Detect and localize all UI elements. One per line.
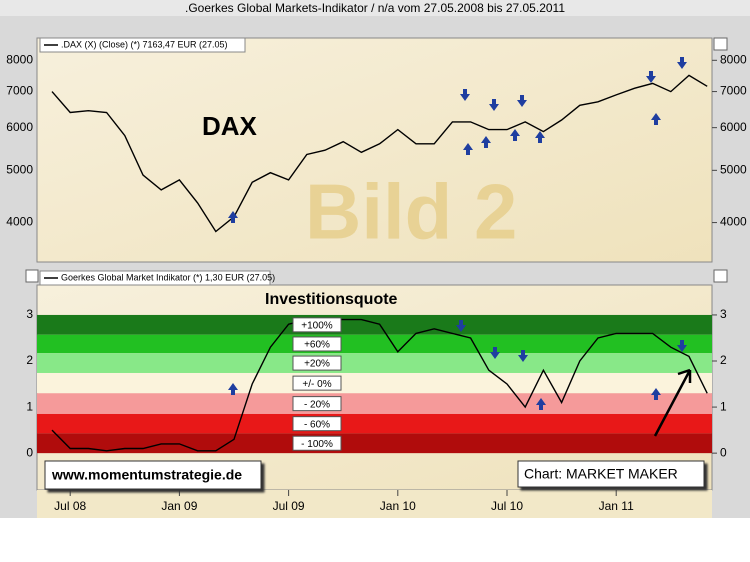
zone-label-box <box>292 355 342 371</box>
zone-band <box>37 314 712 335</box>
y-tick-label: 3 <box>26 307 33 321</box>
panel-button[interactable] <box>713 269 728 283</box>
subtitle: Investitionsquote <box>265 291 398 308</box>
zone-label: - 20% <box>304 399 330 410</box>
zone-band <box>37 372 712 394</box>
y2-tick-label: 5000 <box>720 163 747 177</box>
annotation-box <box>517 460 705 488</box>
x-tick-label: Jan 09 <box>161 499 197 513</box>
zone-label: +60% <box>304 340 330 351</box>
series-line <box>51 74 708 233</box>
y2-tick-label: 8000 <box>720 52 747 66</box>
zone-label-box <box>292 317 342 333</box>
y2-tick-label: 0 <box>720 445 727 459</box>
series-line <box>51 318 708 452</box>
zone-label-box <box>292 416 342 432</box>
y-tick-label: 0 <box>26 445 33 459</box>
y2-tick-label: 1 <box>720 399 727 413</box>
zone-label-box <box>292 375 342 391</box>
annotation: Chart: MARKET MAKER <box>524 466 678 482</box>
y2-tick-label: 2 <box>720 353 727 367</box>
legend-label: .DAX (X) (Close) (*) 7163,47 EUR (27.05) <box>61 39 228 49</box>
y-tick-label: 1 <box>26 399 33 413</box>
zone-band <box>37 433 712 454</box>
annotation: www.momentumstrategie.de <box>51 467 242 483</box>
legend-box <box>39 37 246 53</box>
y-tick-label: 8000 <box>6 52 33 66</box>
x-axis-strip <box>37 490 712 518</box>
zone-label: +/- 0% <box>302 379 331 390</box>
y2-tick-label: 4000 <box>720 215 747 229</box>
y2-tick-label: 6000 <box>720 120 747 134</box>
y2-tick-label: 7000 <box>720 84 747 98</box>
zone-label: - 100% <box>301 439 333 450</box>
y-tick-label: 7000 <box>6 84 33 98</box>
panel-button[interactable] <box>25 269 39 283</box>
zone-band <box>37 334 712 354</box>
x-tick-label: Jul 10 <box>491 499 523 513</box>
y-tick-label: 6000 <box>6 120 33 134</box>
chart-title: .Goerkes Global Markets-Indikator / n/a … <box>185 1 565 15</box>
annotation-box <box>44 460 262 490</box>
annotation: DAX <box>202 111 258 141</box>
x-tick-label: Jan 10 <box>380 499 416 513</box>
annotation-arrow <box>653 368 692 437</box>
zone-label-box <box>292 336 342 352</box>
legend-label: Goerkes Global Market Indikator (*) 1,30… <box>61 272 275 282</box>
y-tick-label: 2 <box>26 353 33 367</box>
x-tick-label: Jan 11 <box>599 499 634 513</box>
legend-box <box>39 270 271 286</box>
x-tick-label: Jul 08 <box>54 499 86 513</box>
zone-band <box>37 413 712 434</box>
zone-band <box>37 353 712 373</box>
panel-button[interactable] <box>713 37 728 51</box>
x-tick-label: Jul 09 <box>273 499 305 513</box>
annotation: Bild 2 <box>305 168 517 256</box>
y2-tick-label: 3 <box>720 307 727 321</box>
title-bar <box>0 0 750 16</box>
zone-label: +20% <box>304 359 330 370</box>
zone-label-box <box>292 396 342 412</box>
plot-area-top <box>36 37 713 263</box>
zone-label: - 60% <box>304 419 330 430</box>
y-tick-label: 4000 <box>6 215 33 229</box>
y-tick-label: 5000 <box>6 163 33 177</box>
zone-label: +100% <box>301 320 333 331</box>
zone-band <box>37 393 712 414</box>
zone-label-box <box>292 435 342 451</box>
signal-arrows <box>228 57 687 410</box>
